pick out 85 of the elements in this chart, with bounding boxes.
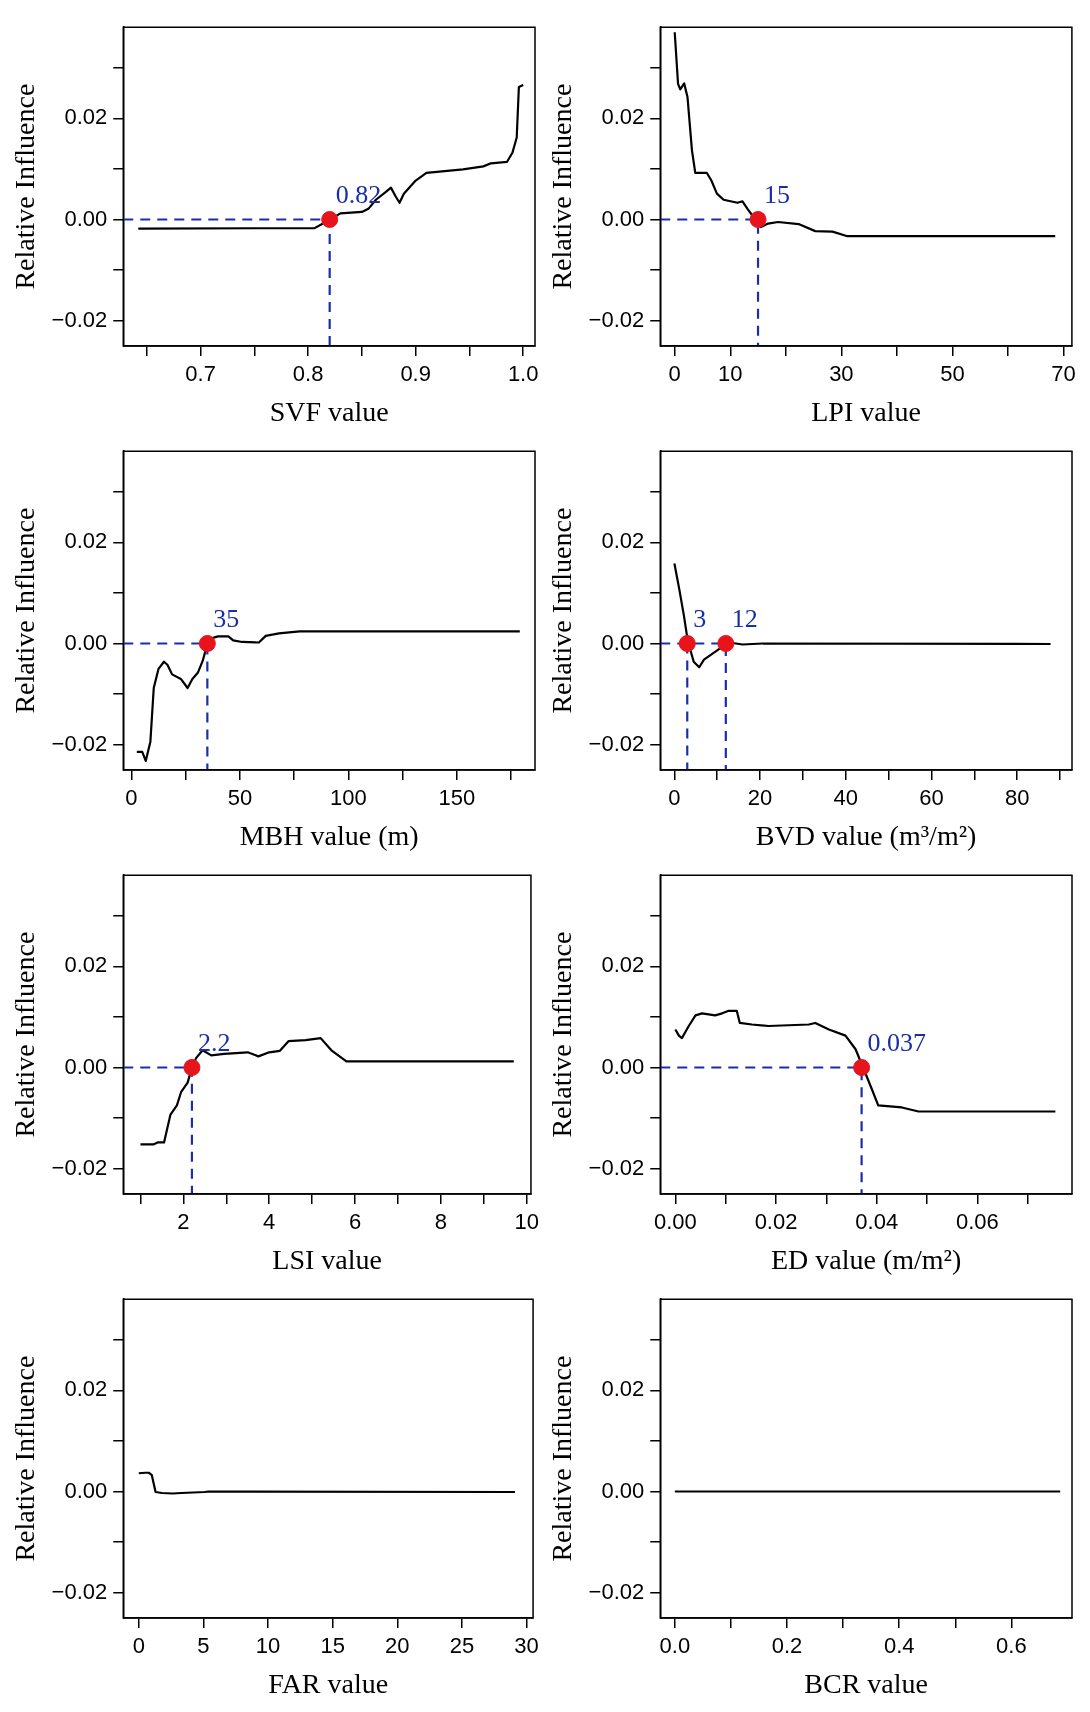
y-tick-label: 0.00 — [64, 1477, 108, 1503]
annotation: 3 — [693, 604, 707, 634]
annotation: 0.037 — [867, 1028, 927, 1058]
x-tick-label: 150 — [438, 785, 476, 811]
y-tick-label: 0.00 — [64, 1053, 108, 1079]
x-tick-label: 4 — [263, 1209, 276, 1235]
x-tick-label: 8 — [434, 1209, 447, 1235]
y-tick-label: −0.02 — [588, 1154, 645, 1180]
x-tick-label: 0.9 — [400, 361, 431, 387]
x-tick-label: 20 — [747, 785, 773, 811]
y-tick-label: −0.02 — [51, 1578, 108, 1604]
x-tick-label: 6 — [348, 1209, 362, 1235]
y-axis-title: Relative Influence — [546, 1355, 578, 1562]
y-axis-title: Relative Influence — [9, 507, 41, 714]
x-axis-title: BCR value — [804, 1667, 928, 1699]
x-tick-label: 0.8 — [292, 361, 324, 387]
x-tick-label: 0.00 — [653, 1209, 697, 1235]
x-tick-label: 0 — [132, 1633, 145, 1659]
x-tick-label: 50 — [227, 785, 253, 811]
x-tick-label: 40 — [833, 785, 859, 811]
y-tick-label: −0.02 — [588, 306, 645, 332]
x-tick-label: 2 — [177, 1209, 190, 1235]
x-tick-label: 0.2 — [771, 1633, 803, 1659]
x-tick-label: 50 — [940, 361, 965, 387]
x-axis-title: LPI value — [811, 395, 921, 427]
y-tick-label: 0.02 — [64, 1376, 108, 1402]
x-tick-label: 1.0 — [507, 361, 539, 387]
x-tick-label: 0 — [125, 785, 138, 811]
annotation: 15 — [764, 180, 791, 210]
x-axis-title: LSI value — [272, 1243, 382, 1275]
x-axis-title: ED value (m/m²) — [770, 1243, 962, 1275]
y-tick-label: −0.02 — [51, 1154, 108, 1180]
annotation: 0.82 — [335, 180, 382, 210]
x-tick-label: 0 — [668, 785, 681, 811]
x-axis-title: MBH value (m) — [239, 819, 419, 851]
x-tick-label: 10 — [514, 1209, 539, 1235]
y-tick-label: 0.00 — [601, 1477, 645, 1503]
y-axis-title: Relative Influence — [546, 507, 578, 714]
x-tick-label: 100 — [330, 785, 367, 811]
x-tick-label: 30 — [829, 361, 854, 387]
x-tick-label: 15 — [320, 1633, 345, 1659]
x-axis-title: SVF value — [269, 395, 389, 427]
y-tick-label: −0.02 — [588, 730, 645, 756]
y-tick-label: 0.02 — [64, 528, 108, 554]
x-tick-label: 30 — [514, 1633, 539, 1659]
y-tick-label: 0.00 — [64, 205, 108, 231]
y-tick-label: 0.02 — [601, 1376, 645, 1402]
x-tick-label: 80 — [1004, 785, 1030, 811]
y-tick-label: −0.02 — [51, 306, 108, 332]
y-tick-label: 0.02 — [64, 952, 108, 978]
y-tick-label: 0.02 — [601, 528, 645, 554]
annotation: 2.2 — [197, 1028, 231, 1058]
x-tick-label: 60 — [919, 785, 944, 811]
x-tick-label: 0.0 — [659, 1633, 691, 1659]
y-tick-label: 0.02 — [64, 104, 108, 130]
x-tick-label: 0.06 — [955, 1209, 999, 1235]
x-tick-label: 20 — [385, 1633, 410, 1659]
y-tick-label: 0.00 — [601, 629, 645, 655]
x-axis-title: BVD value (m³/m²) — [755, 819, 977, 851]
x-axis-title: FAR value — [268, 1667, 389, 1699]
y-axis-title: Relative Influence — [9, 931, 41, 1138]
y-tick-label: 0.00 — [601, 1053, 645, 1079]
y-axis-title: Relative Influence — [546, 83, 578, 290]
x-tick-label: 10 — [255, 1633, 281, 1659]
x-tick-label: 0 — [668, 361, 681, 387]
x-tick-label: 70 — [1051, 361, 1076, 387]
y-tick-label: −0.02 — [588, 1578, 645, 1604]
y-tick-label: 0.00 — [601, 205, 645, 231]
y-axis-title: Relative Influence — [546, 931, 578, 1138]
x-tick-label: 0.7 — [185, 361, 216, 387]
y-tick-label: 0.00 — [64, 629, 108, 655]
x-tick-label: 0.4 — [883, 1633, 915, 1659]
x-tick-label: 10 — [718, 361, 743, 387]
y-tick-label: 0.02 — [601, 952, 645, 978]
y-axis-title: Relative Influence — [9, 1355, 41, 1562]
annotation: 35 — [213, 604, 240, 634]
x-tick-label: 0.02 — [754, 1209, 798, 1235]
y-tick-label: 0.02 — [601, 104, 645, 130]
x-tick-label: 25 — [449, 1633, 475, 1659]
y-axis-title: Relative Influence — [9, 83, 41, 290]
y-tick-label: −0.02 — [51, 730, 108, 756]
x-tick-label: 5 — [197, 1633, 210, 1659]
x-tick-label: 0.6 — [996, 1633, 1027, 1659]
x-tick-label: 0.04 — [855, 1209, 899, 1235]
annotation: 12 — [731, 604, 758, 634]
